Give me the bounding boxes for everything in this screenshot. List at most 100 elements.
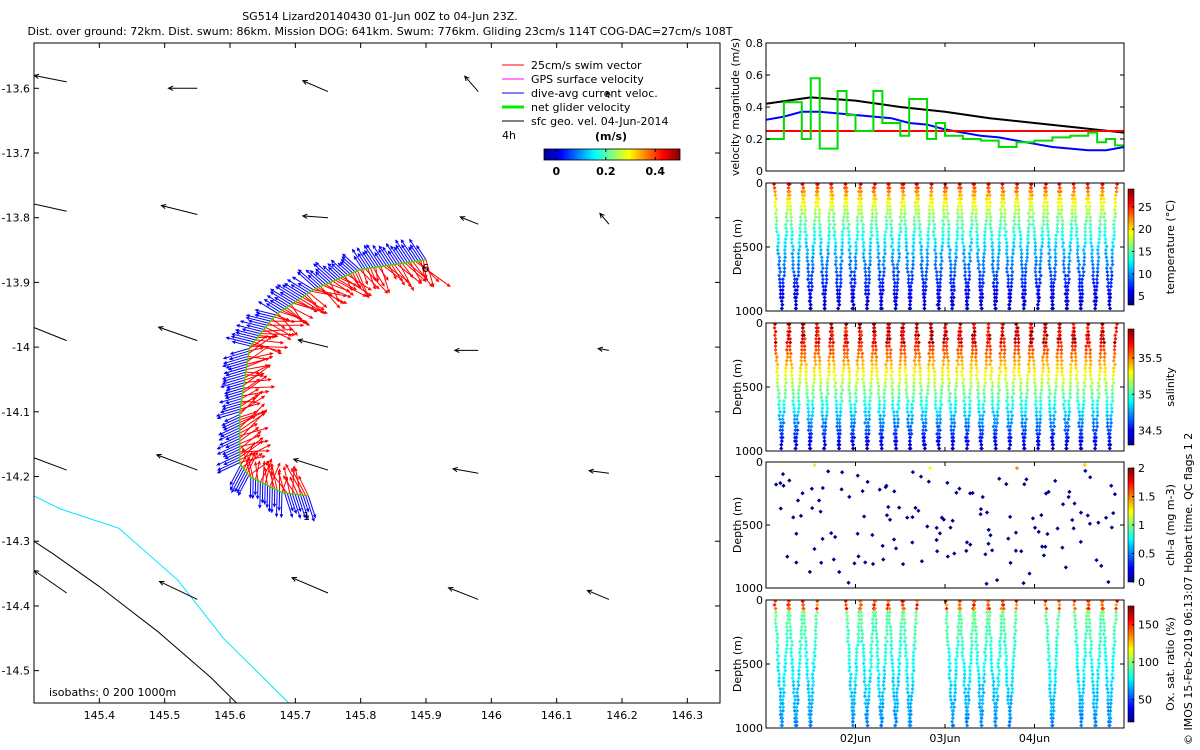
vector-shaft (305, 495, 315, 521)
salinity-point (996, 391, 1001, 396)
temperature-point (822, 306, 827, 311)
dac-vector (337, 262, 351, 275)
dac-vector (274, 490, 279, 518)
temperature-point (1000, 185, 1005, 190)
chla-point (964, 540, 970, 545)
temperature-point (1060, 237, 1065, 242)
geo-velocity-arrow (447, 586, 479, 600)
vector-head (222, 378, 227, 383)
swim-vector (391, 264, 405, 286)
temperature-point (1058, 189, 1063, 194)
temperature-point (795, 291, 800, 296)
salinity-point (1008, 442, 1013, 447)
vector-shaft (277, 313, 298, 336)
temperature-point (897, 222, 902, 227)
salinity-point (1046, 366, 1051, 371)
salinity-point (847, 388, 852, 392)
temperature-point (1009, 273, 1014, 278)
temperature-point (1041, 204, 1046, 209)
salinity-point (931, 366, 936, 371)
temperature-point (1011, 218, 1016, 223)
temperature-point (911, 240, 916, 245)
salinity-point (1059, 347, 1064, 352)
vector-shaft (235, 329, 259, 337)
salinity-point (1061, 402, 1066, 407)
salinity-point (790, 380, 795, 385)
temperature-point (864, 306, 869, 311)
temperature-point (955, 237, 960, 242)
chla-point (820, 536, 825, 542)
salinity-point (810, 398, 815, 403)
swim-vector (273, 316, 296, 323)
salinity-point (831, 351, 836, 356)
salinity-point (1038, 406, 1043, 411)
vector-shaft (315, 272, 329, 284)
salinity-point (1078, 442, 1083, 447)
temperature-point (798, 222, 803, 227)
temperature-point (981, 262, 986, 267)
swim-vector (240, 397, 257, 405)
salinity-point (1038, 413, 1043, 418)
temperature-point (948, 258, 953, 263)
temperature-point (1060, 244, 1065, 249)
chla-point (787, 478, 792, 483)
salinity-point (1017, 355, 1022, 360)
temperature-point (1110, 258, 1115, 263)
temperature-point (1048, 255, 1053, 260)
temperature-point (796, 258, 801, 263)
salinity-point (812, 369, 817, 374)
temperature-point (789, 240, 794, 245)
temperature-point (831, 226, 836, 231)
dac-vector (382, 246, 395, 265)
salinity-point (830, 336, 835, 341)
temperature-point (939, 273, 943, 278)
vector-head (267, 444, 272, 448)
salinity-point (1102, 355, 1107, 360)
oxygen-point (776, 661, 781, 666)
chla-point (954, 490, 959, 495)
oxygen-point (810, 686, 815, 691)
temperature-point (791, 266, 796, 271)
temperature-point (960, 218, 965, 223)
temperature-point (887, 204, 892, 209)
vector-head (257, 460, 261, 465)
salinity-point (1027, 366, 1032, 371)
vector-head (261, 403, 265, 408)
header-line-1: SG514 Lizard20140430 01-Jun 00Z to 04-Ju… (242, 10, 518, 23)
temperature-point (830, 193, 835, 198)
temperature-point (993, 302, 998, 307)
salinity-point (876, 391, 881, 396)
salinity-point (968, 388, 973, 392)
temperature-point (889, 226, 894, 231)
chla-point (1053, 478, 1058, 483)
track-end-label: 6 (422, 262, 429, 275)
salinity-point (969, 384, 974, 389)
chla-data (773, 462, 1118, 586)
oxygen-point (806, 683, 811, 688)
temperature-point (1102, 233, 1107, 238)
salinity-point (913, 369, 918, 374)
salinity-point (1002, 355, 1007, 360)
vector-head (282, 465, 287, 471)
salinity-point (968, 398, 973, 403)
salinity-point (1097, 362, 1102, 367)
y-tick-label: 500 (742, 241, 763, 254)
temperature-point (1068, 240, 1073, 245)
salinity-point (1073, 340, 1078, 345)
temperature-point (786, 185, 791, 190)
temperature-point (810, 266, 815, 271)
salinity-point (1111, 380, 1116, 385)
salinity-point (1054, 384, 1059, 389)
salinity-point (944, 344, 949, 349)
oxygen-point (774, 624, 779, 629)
salinity-ylabel: Depth (m) (731, 359, 744, 415)
temperature-point (1109, 277, 1114, 282)
temperature-point (902, 207, 907, 212)
temperature-point (826, 244, 831, 249)
temperature-point (910, 273, 915, 278)
salinity-point (989, 388, 994, 392)
temperature-point (960, 211, 965, 216)
salinity-point (1062, 417, 1067, 422)
temperature-point (1088, 226, 1093, 231)
temperature-point (1096, 262, 1101, 267)
